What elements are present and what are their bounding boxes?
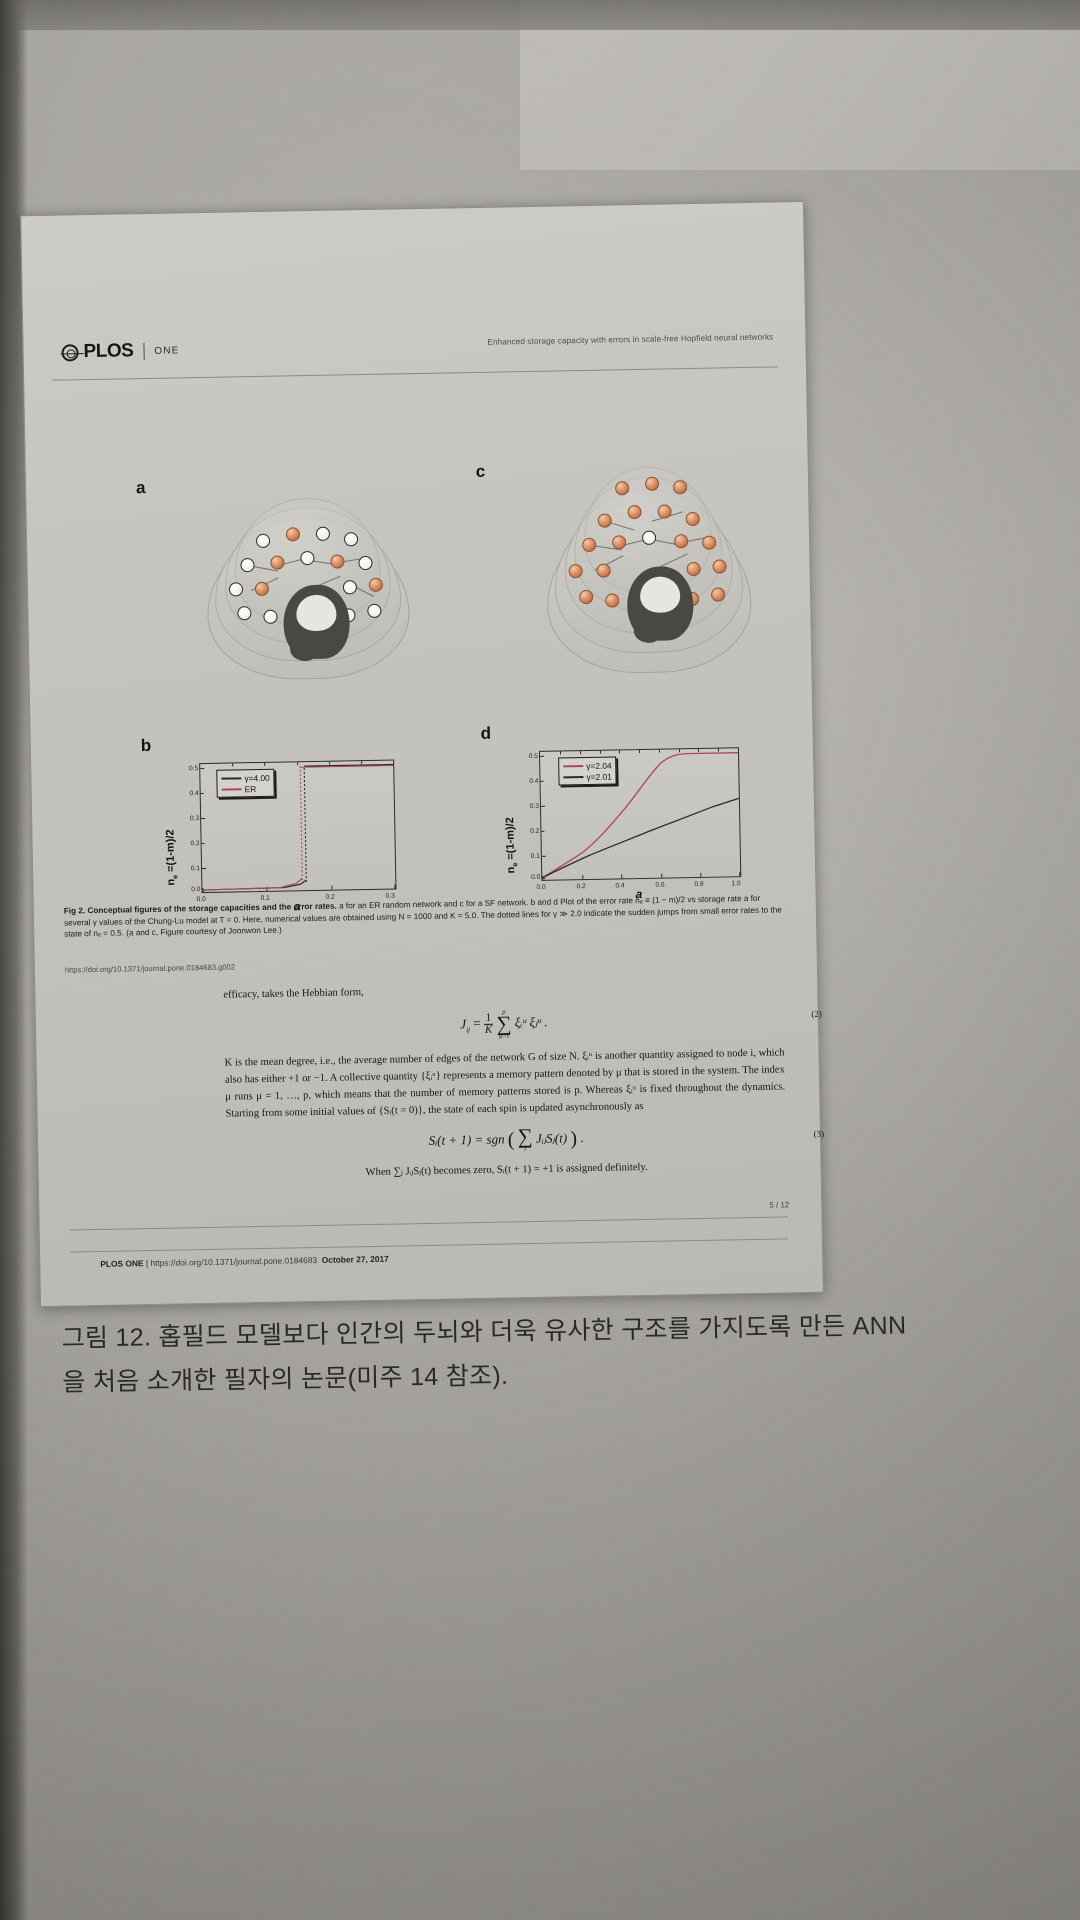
eq2-lhs: Jij xyxy=(460,1015,471,1034)
printed-journal-page: PLOS ONE Enhanced storage capacity with … xyxy=(20,200,825,1308)
panel-b-curves xyxy=(202,763,394,891)
panel-b-ytick-5: 0.5 xyxy=(188,765,199,773)
eq2-terms: ξᵢᵘ ξⱼᵘ . xyxy=(514,1014,548,1030)
page-number: 5 / 12 xyxy=(769,1200,790,1210)
plos-logo: PLOS ONE xyxy=(61,339,180,363)
eq2-denominator: K xyxy=(484,1023,493,1036)
eq2-summation: p ∑ μ=1 xyxy=(496,1009,512,1040)
sigma-icon: ∑ xyxy=(517,1123,533,1148)
panel-d-xtick-3: 0.6 xyxy=(655,881,665,889)
body-text-block: efficacy, takes the Hebbian form, Jij = … xyxy=(223,976,825,1184)
panel-label-a: a xyxy=(135,478,146,498)
body-bottom-rule xyxy=(69,1216,788,1231)
panel-d-ytick-0: 0.0 xyxy=(531,873,541,882)
footer-doi: https://doi.org/10.1371/journal.pone.018… xyxy=(150,1255,318,1269)
panel-d-ytick-3: 0.3 xyxy=(529,802,540,811)
figure-doi: https://doi.org/10.1371/journal.pone.018… xyxy=(64,962,236,975)
legend-swatch-gamma-204 xyxy=(563,764,584,767)
panel-b-legend: γ=4.00 ER xyxy=(216,768,276,798)
footer-journal: PLOS ONE xyxy=(100,1258,144,1269)
logo-divider xyxy=(143,342,145,360)
panel-b-ylabel: ne =(1-m)/2 xyxy=(164,829,180,886)
eq3-summation: ∑ j xyxy=(517,1123,533,1152)
panel-d-xtick-4: 0.8 xyxy=(694,880,704,889)
panel-d-xtick-0: 0.0 xyxy=(536,883,546,891)
panel-d-ytick-5: 0.5 xyxy=(528,752,539,761)
legend-swatch-gamma-4 xyxy=(221,776,242,780)
figure-2: a c b d xyxy=(52,374,787,913)
panel-b-ytick-4: 0.4 xyxy=(189,790,199,798)
panel-d-plot-frame: 0.5 0.4 0.3 0.2 0.1 0.0 0.0 0.2 0.4 0.6 … xyxy=(529,747,742,891)
running-head: Enhanced storage capacity with errors in… xyxy=(487,332,774,347)
plos-one-label: ONE xyxy=(154,344,180,357)
background-top-shadow-strip xyxy=(0,0,1080,30)
panel-b-ytick-3: 0.3 xyxy=(189,815,200,823)
legend-swatch-gamma-201 xyxy=(563,775,584,778)
page-footer: PLOS ONE | https://doi.org/10.1371/journ… xyxy=(100,1254,389,1269)
panel-c-concept-art xyxy=(539,463,758,679)
panel-d-curves xyxy=(541,752,740,879)
korean-caption: 그림 12. 홉필드 모델보다 인간의 두뇌와 더욱 유사한 구조를 가지도록 … xyxy=(61,1302,1052,1405)
closing-sentence: When ∑ⱼ JᵢⱼSⱼ(t) becomes zero, Sᵢ(t + 1)… xyxy=(365,1162,648,1179)
panel-b-legend-label-0: γ=4.00 xyxy=(244,772,270,783)
panel-b-ytick-1: 0.1 xyxy=(190,865,201,873)
eq3-inner: JᵢⱼSⱼ(t) xyxy=(535,1129,568,1146)
panel-d-xtick-2: 0.4 xyxy=(615,882,625,890)
panel-b-ytick-0: 0.0 xyxy=(191,886,201,894)
panel-b-plot-frame: 0.5 0.4 0.3 0.2 0.1 0.0 0.0 0.1 0.2 0.3 xyxy=(189,759,397,903)
panel-d-legend-item-0: γ=2.04 xyxy=(563,760,612,772)
panel-b-ytick-2: 0.2 xyxy=(190,840,200,848)
panel-d-ylabel: ne =(1-m)/2 xyxy=(504,817,520,874)
equation-3-number: (3) xyxy=(813,1128,825,1139)
panel-d-legend: γ=2.04 γ=2.01 xyxy=(558,756,617,786)
equation-3: Sᵢ(t + 1) = sgn ( ∑ j JᵢⱼSⱼ(t) ) . (3) xyxy=(428,1123,825,1152)
panel-b-legend-item-0: γ=4.00 xyxy=(221,772,270,784)
sigma-icon: ∑ xyxy=(496,1011,512,1036)
eq3-paren-open: ( xyxy=(507,1128,515,1151)
brain-head-silhouette-c xyxy=(626,566,694,642)
panel-b-legend-label-1: ER xyxy=(244,783,257,794)
panel-b-legend-item-1: ER xyxy=(221,783,271,795)
eq2-fraction: 1 K xyxy=(483,1011,494,1036)
eq3-lhs: Sᵢ(t + 1) = sgn xyxy=(428,1131,505,1148)
equation-2-number: (2) xyxy=(811,1008,822,1020)
panel-d-legend-item-1: γ=2.01 xyxy=(563,771,612,783)
panel-a-concept-art xyxy=(199,491,417,685)
legend-swatch-er xyxy=(221,787,242,791)
panel-d-xtick-5: 1.0 xyxy=(731,880,741,888)
panel-label-c: c xyxy=(475,461,486,481)
panel-d-ytick-4: 0.4 xyxy=(529,777,539,786)
equation-2: Jij = 1 K p ∑ μ=1 ξᵢᵘ ξⱼᵘ . (2) xyxy=(460,1008,822,1040)
panel-d-ytick-2: 0.2 xyxy=(530,827,540,836)
brain-head-silhouette-a xyxy=(282,584,351,660)
panel-d-ytick-1: 0.1 xyxy=(530,852,540,861)
plos-emblem-icon xyxy=(61,343,79,362)
plos-wordmark: PLOS xyxy=(83,340,134,363)
panel-d-xtick-1: 0.2 xyxy=(576,883,586,891)
footer-rule xyxy=(70,1238,788,1253)
panel-label-d: d xyxy=(480,723,492,743)
footer-date: October 27, 2017 xyxy=(321,1253,389,1265)
panel-label-b: b xyxy=(140,735,152,756)
lead-in-text: efficacy, takes the Hebbian form, xyxy=(223,987,364,1001)
eq3-paren-close: ) xyxy=(570,1127,578,1150)
main-paragraph: K is the mean degree, i.e., the average … xyxy=(224,1047,786,1121)
panel-d-legend-label-0: γ=2.04 xyxy=(586,760,612,771)
panel-d-legend-label-1: γ=2.01 xyxy=(586,771,612,782)
